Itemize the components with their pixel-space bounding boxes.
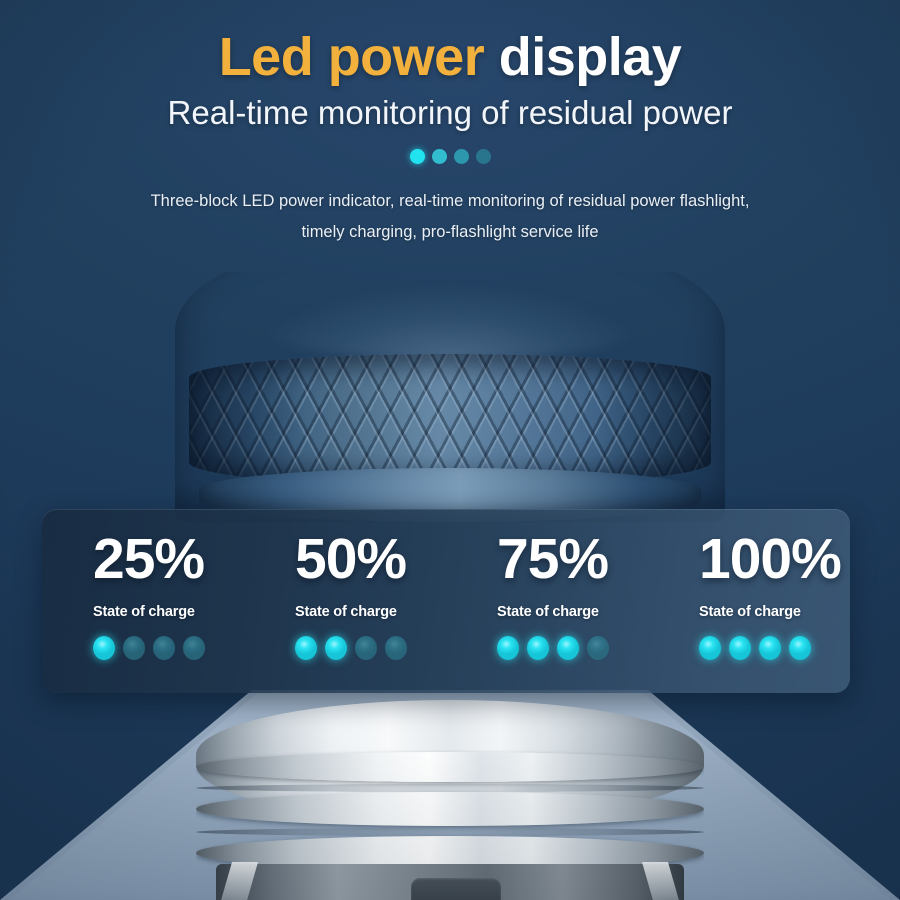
led-icon-on — [729, 636, 751, 660]
dot-icon — [431, 149, 447, 164]
led-icon-off — [123, 636, 145, 660]
led-icon-on — [325, 636, 347, 660]
led-icon-on — [759, 636, 781, 660]
led-icon-on — [557, 636, 579, 660]
body-groove — [196, 828, 704, 836]
charge-percent: 75% — [497, 527, 609, 591]
charge-percent: 25% — [93, 527, 205, 591]
led-icon-off — [153, 636, 175, 660]
body-ring — [196, 792, 704, 826]
dot-icon — [409, 149, 425, 164]
dot-icon — [453, 149, 469, 164]
header-block: Led power display Real-time monitoring o… — [0, 0, 900, 247]
description-line-1: Three-block LED power indicator, real-ti… — [150, 192, 750, 210]
charge-state-cell: 75% State of charge — [446, 509, 648, 693]
dot-icon — [475, 149, 491, 164]
charge-label: State of charge — [295, 604, 397, 620]
led-indicator-group — [295, 636, 446, 660]
flashlight-knurled-grip — [189, 354, 711, 486]
led-icon-on — [699, 636, 721, 660]
led-icon-on — [93, 636, 115, 660]
charge-label: State of charge — [699, 604, 801, 620]
charge-state-panel: 25% State of charge 50% State of charge — [42, 509, 850, 693]
led-icon-off — [183, 636, 205, 660]
led-icon-on — [527, 636, 549, 660]
page-subtitle: Real-time monitoring of residual power — [167, 94, 733, 131]
charge-label: State of charge — [497, 604, 599, 620]
charge-percent: 50% — [295, 527, 407, 591]
body-groove — [196, 784, 704, 792]
page-title-rest: display — [498, 27, 682, 87]
page-title: Led power display — [0, 26, 900, 88]
flashlight-switch — [411, 878, 501, 900]
led-icon-on — [789, 636, 811, 660]
led-icon-off — [385, 636, 407, 660]
charge-state-cell: 25% State of charge — [42, 509, 244, 693]
led-indicator-group — [497, 636, 648, 660]
led-icon-on — [295, 636, 317, 660]
body-ring — [196, 752, 704, 782]
charge-state-cell: 100% State of charge — [648, 509, 850, 693]
decorative-dot-row — [0, 149, 900, 164]
led-icon-off — [355, 636, 377, 660]
description-text: Three-block LED power indicator, real-ti… — [0, 186, 900, 247]
knurl-shading — [189, 354, 711, 486]
flashlight-head-highlight — [241, 272, 659, 362]
charge-state-grid: 25% State of charge 50% State of charge — [42, 509, 850, 693]
led-icon-on — [497, 636, 519, 660]
description-line-2: timely charging, pro-flashlight service … — [301, 222, 599, 241]
charge-state-cell: 50% State of charge — [244, 509, 446, 693]
page-title-highlight: Led power — [218, 27, 485, 87]
charge-label: State of charge — [93, 604, 195, 620]
charge-percent: 100% — [699, 527, 842, 591]
led-indicator-group — [93, 636, 244, 660]
flashlight-head-image — [175, 272, 725, 522]
led-icon-off — [587, 636, 609, 660]
led-indicator-group — [699, 636, 850, 660]
flashlight-body-image — [196, 700, 704, 900]
